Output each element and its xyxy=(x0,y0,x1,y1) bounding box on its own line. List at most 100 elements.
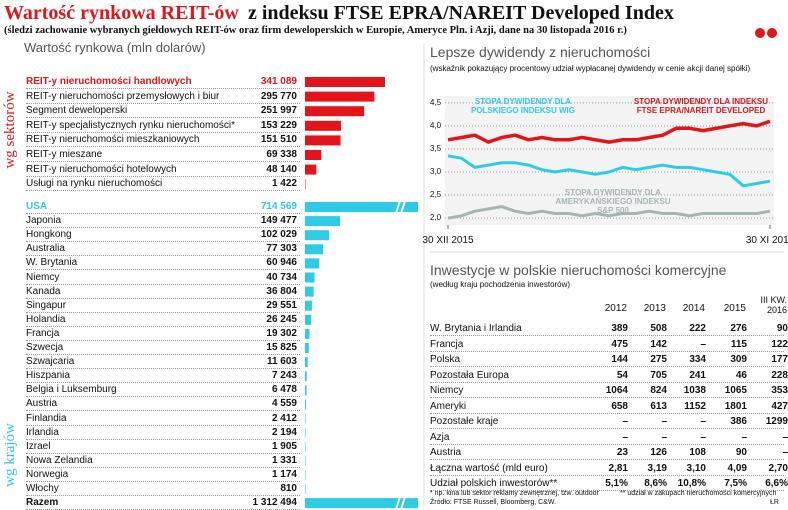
category-label: Szwajcaria xyxy=(26,356,300,370)
category-label: Finlandia xyxy=(26,413,300,426)
cell: 427 xyxy=(750,400,788,413)
cell: – xyxy=(750,431,788,444)
value-label: 36 804 xyxy=(266,285,297,297)
bar xyxy=(305,343,309,353)
bar xyxy=(305,371,307,382)
value-label: 102 029 xyxy=(260,229,297,241)
column-header: 2012 xyxy=(604,303,627,314)
cell: 658 xyxy=(590,400,628,413)
cell: 475 xyxy=(590,338,628,351)
bar xyxy=(305,385,307,396)
value-label: 26 245 xyxy=(266,313,297,325)
y-tick-label: 3,5 xyxy=(430,143,442,153)
value-label: 251 997 xyxy=(260,105,297,117)
cell: 23 xyxy=(590,447,628,459)
cell: 46 xyxy=(709,369,747,382)
bar xyxy=(305,484,306,494)
category-label: Hiszpania xyxy=(26,370,300,384)
category-label: REIT-y nieruchomości przemysłowych i biu… xyxy=(26,91,300,104)
x-tick-label: 30 XII 2015 xyxy=(422,235,474,246)
category-label: Usługi na rynku nieruchomości xyxy=(26,178,300,192)
cell: 824 xyxy=(629,385,667,397)
bar xyxy=(305,357,308,368)
value-label: 2 194 xyxy=(271,426,297,438)
cell: – xyxy=(668,431,706,444)
column-header: III KW. 2016 xyxy=(760,295,787,315)
cell: – xyxy=(629,431,667,444)
value-label: 1 312 494 xyxy=(252,497,298,509)
value-label: 341 089 xyxy=(260,76,297,87)
cell: 2,81 xyxy=(590,462,628,475)
cell: – xyxy=(668,416,706,428)
value-label: 1 331 xyxy=(271,454,297,466)
column-header: 2013 xyxy=(643,303,666,314)
chart-title: Wartość rynkowa (mln dolarów) xyxy=(24,40,206,55)
bar xyxy=(305,455,306,466)
value-label: 60 946 xyxy=(266,257,297,269)
bar xyxy=(305,202,418,212)
y-tick-label: 4,0 xyxy=(430,120,442,130)
row-label: Francja xyxy=(430,339,784,352)
category-label: Australia xyxy=(26,243,300,257)
category-label: Segment deweloperski xyxy=(26,105,300,119)
category-label: USA xyxy=(26,201,300,214)
cell: 1038 xyxy=(668,385,706,397)
bar-break xyxy=(395,496,401,510)
bar xyxy=(305,427,306,438)
category-label: Holandia xyxy=(26,314,300,327)
bar xyxy=(305,244,324,255)
author: ŁR xyxy=(770,499,779,506)
series-label: STOPA DYWIDENDY DLA POLSKIEGO INDEKSU WI… xyxy=(470,97,575,115)
value-label: 40 734 xyxy=(266,271,297,283)
category-label: Nowa Zelandia xyxy=(26,455,300,468)
footnote: * np. kina lub sektor reklamy zewnętrzne… xyxy=(430,490,599,497)
value-label: 1 422 xyxy=(271,178,297,190)
category-label: Szwecja xyxy=(26,342,300,355)
source: Źródło: FTSE Russell, Bloomberg, C&W. xyxy=(430,499,557,506)
category-label: Irlandia xyxy=(26,427,300,440)
cell: 705 xyxy=(629,369,667,382)
series-label: STOPA DYWIDENDY DLA AMERYKAŃSKIEGO INDEK… xyxy=(555,188,671,215)
column-header: 2015 xyxy=(723,303,746,314)
cell: 222 xyxy=(668,323,706,335)
category-label: REIT-y nieruchomości mieszkaniowych xyxy=(26,134,300,148)
cell: 2,70 xyxy=(750,462,788,475)
cell: 122 xyxy=(750,338,788,351)
cell: 126 xyxy=(629,447,667,459)
category-label: Niemcy xyxy=(26,272,300,285)
bar xyxy=(305,399,307,410)
value-label: 295 770 xyxy=(260,90,297,102)
category-label: W. Brytania xyxy=(26,257,300,271)
cell: – xyxy=(590,416,628,428)
cell: – xyxy=(590,431,628,444)
category-label: REIT-y specjalistycznych rynku nieruchom… xyxy=(26,120,300,133)
bar-break xyxy=(400,496,406,510)
bar xyxy=(305,106,365,117)
plot-area xyxy=(445,96,774,225)
value-label: 4 559 xyxy=(271,398,297,410)
title: z indeksu FTSE EPRA/NAREIT Developed Ind… xyxy=(248,2,674,24)
category-label: Norwegia xyxy=(26,469,300,482)
bar xyxy=(305,498,418,509)
category-label: REIT-y mieszane xyxy=(26,149,300,162)
value-label: 1 905 xyxy=(271,440,297,452)
bar xyxy=(305,258,320,269)
cell: 1299 xyxy=(750,416,788,428)
group-label: wg sektorów xyxy=(2,91,18,169)
value-label: 19 302 xyxy=(266,327,297,339)
line-series xyxy=(447,154,771,188)
cell: 241 xyxy=(668,369,706,382)
value-label: 151 510 xyxy=(260,134,297,146)
cell: 386 xyxy=(709,416,747,428)
cell: – xyxy=(750,447,788,459)
bar xyxy=(305,150,322,160)
bar xyxy=(305,135,341,146)
y-tick-label: 2,5 xyxy=(430,190,442,200)
row-label: Pozostała Europa xyxy=(430,370,784,383)
value-label: 153 229 xyxy=(260,119,297,131)
cell: 10,8% xyxy=(668,478,706,490)
category-label: Singapur xyxy=(26,300,300,313)
table-subtitle: (według kraju pochodzenia inwestorów) xyxy=(430,280,571,289)
